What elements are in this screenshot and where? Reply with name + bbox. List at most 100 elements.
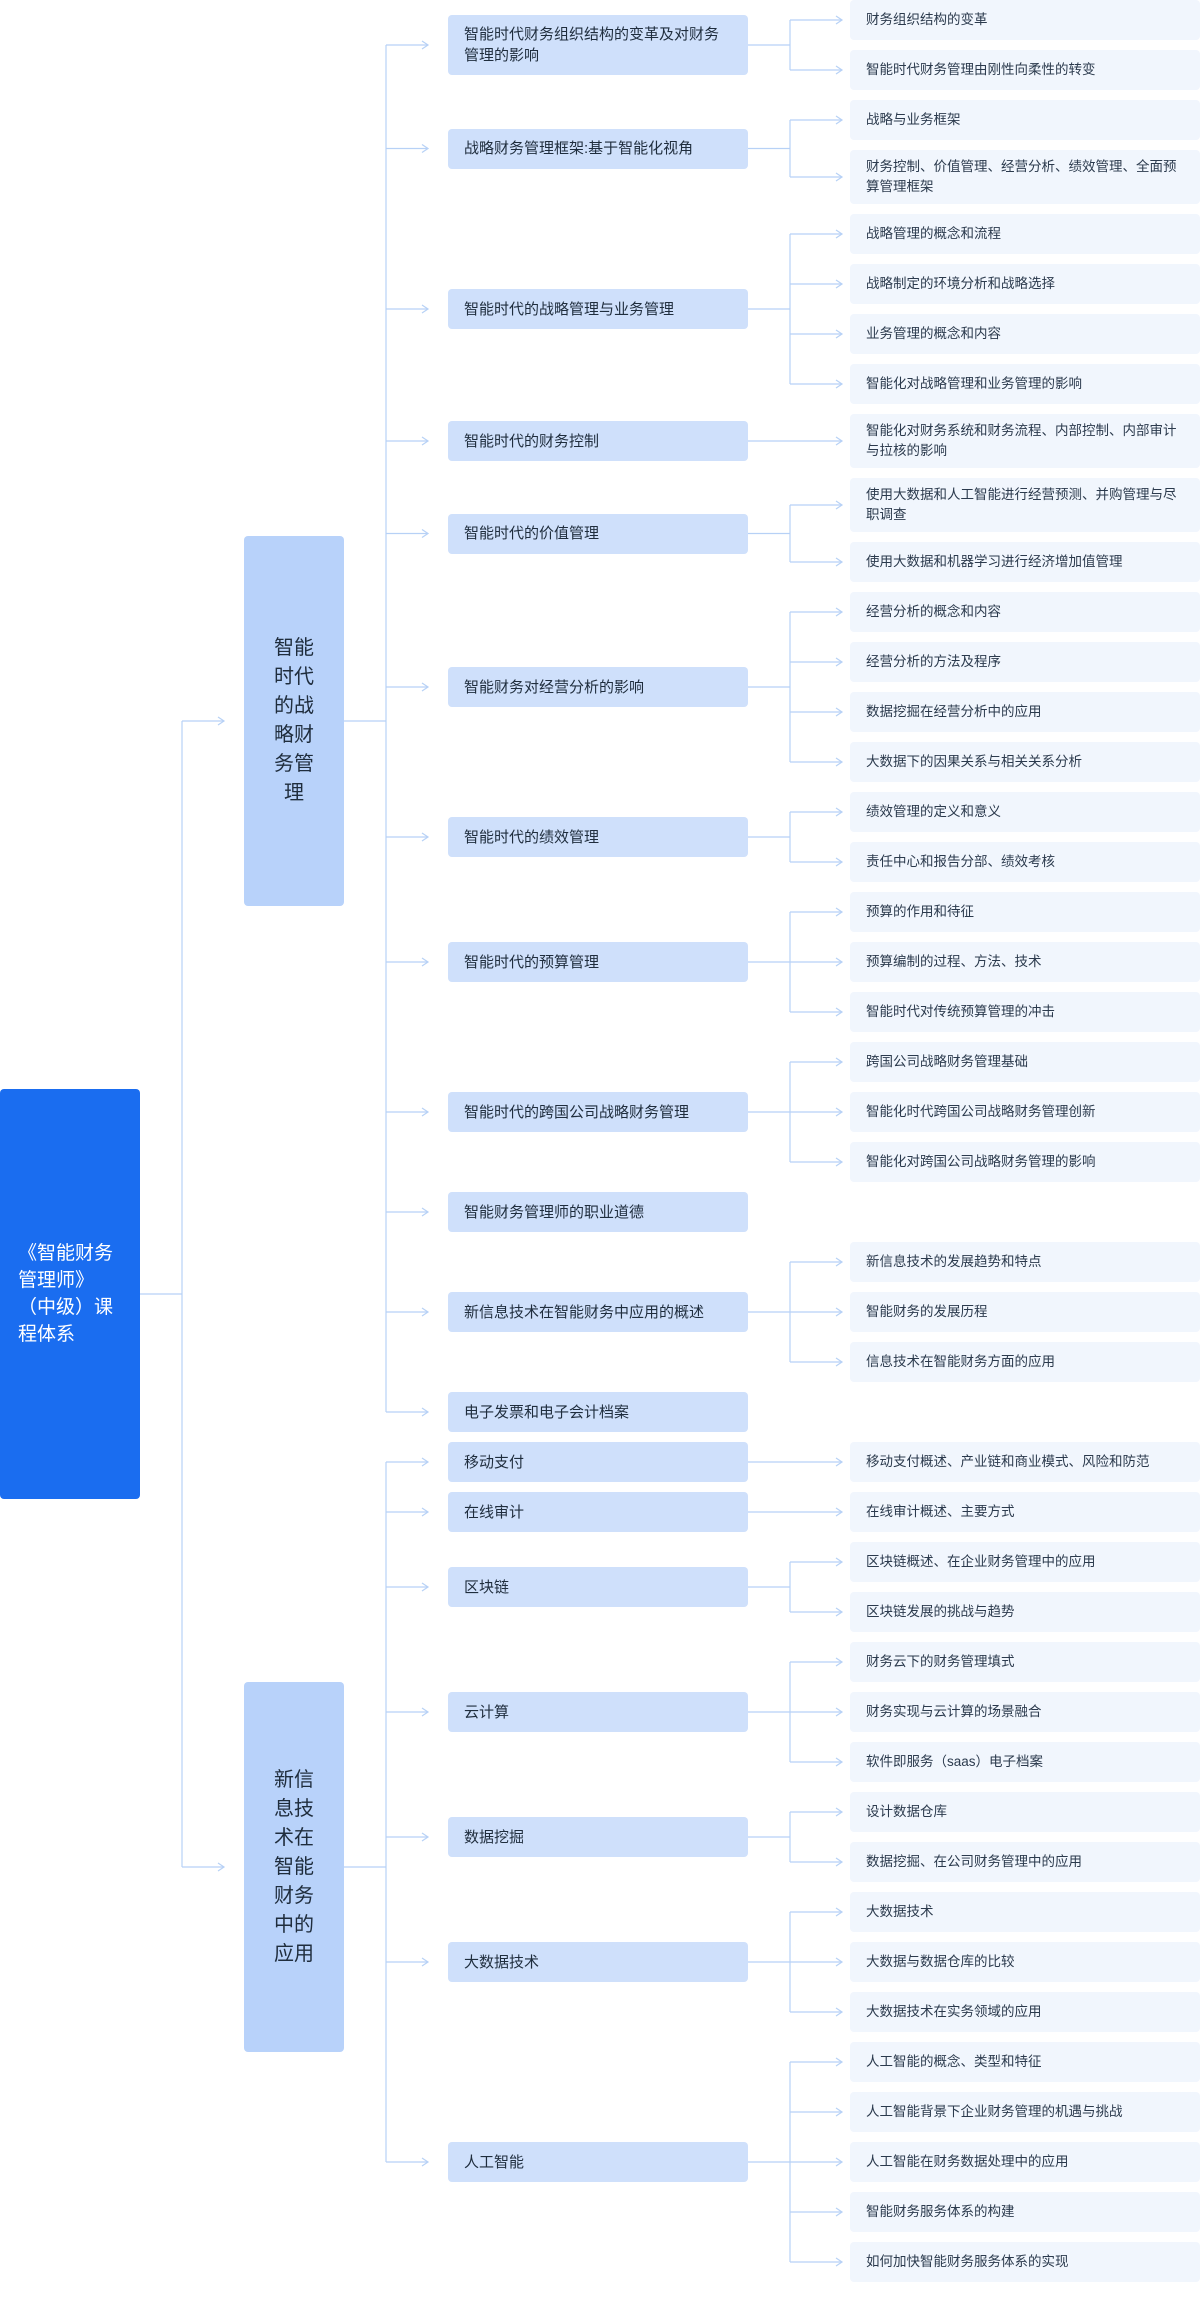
leaf-arrow (835, 279, 844, 289)
leaf-node: 跨国公司战略财务管理基础 (850, 1042, 1200, 1082)
leaf-node-label: 在线审计概述、主要方式 (866, 1504, 1015, 1519)
leaf-node-label: 信息技术在智能财务方面的应用 (866, 1354, 1055, 1369)
topic-node: 在线审计 (448, 1492, 748, 1532)
leaf-node-label: 跨国公司战略财务管理基础 (866, 1054, 1028, 1069)
leaf-node: 信息技术在智能财务方面的应用 (850, 1342, 1200, 1382)
leaf-arrow (835, 329, 844, 339)
leaf-arrow (835, 2107, 844, 2117)
topic-arrow (421, 529, 430, 538)
topic-node-label: 人工智能 (464, 2153, 525, 2171)
leaf-arrow (835, 1557, 844, 1567)
leaf-node: 使用大数据和机器学习进行经济增加值管理 (850, 542, 1200, 582)
topic-node-label: 云计算 (464, 1703, 510, 1721)
leaf-node: 财务组织结构的变革 (850, 0, 1200, 40)
topic-node: 智能时代的战略管理与业务管理 (448, 289, 748, 329)
topic-node-label: 数据挖掘 (464, 1828, 525, 1846)
leaf-node-label: 智能化时代跨国公司战略财务管理创新 (866, 1104, 1096, 1119)
leaf-arrow (835, 557, 844, 567)
leaf-arrow (835, 436, 844, 446)
topic-node: 区块链 (448, 1567, 748, 1607)
topic-node: 大数据技术 (448, 1942, 748, 1982)
leaf-arrow (835, 907, 844, 917)
leaf-node-label: 数据挖掘在经营分析中的应用 (866, 704, 1042, 719)
topic-node: 人工智能 (448, 2142, 748, 2182)
topic-node-label: 智能时代财务组织结构的变革及对财务管理的影响 (464, 26, 720, 64)
topic-node: 新信息技术在智能财务中应用的概述 (448, 1292, 748, 1332)
leaf-arrow (835, 2007, 844, 2017)
leaf-node: 数据挖掘、在公司财务管理中的应用 (850, 1842, 1200, 1882)
leaf-node: 数据挖掘在经营分析中的应用 (850, 692, 1200, 732)
topic-node-label: 在线审计 (464, 1503, 525, 1521)
leaf-node-label: 大数据下的因果关系与相关关系分析 (866, 754, 1082, 769)
topic-node-label: 智能时代的预算管理 (464, 953, 600, 971)
leaf-arrow (835, 1057, 844, 1067)
topic-node: 云计算 (448, 1692, 748, 1732)
leaf-node: 区块链概述、在企业财务管理中的应用 (850, 1542, 1200, 1582)
leaf-arrow (835, 2207, 844, 2217)
topic-node-label: 智能财务管理师的职业道德 (464, 1203, 645, 1221)
topic-arrow (421, 1207, 430, 1217)
leaf-arrow (835, 15, 844, 25)
leaf-arrow (835, 1357, 844, 1367)
leaf-node: 区块链发展的挑战与趋势 (850, 1592, 1200, 1632)
topic-node: 移动支付 (448, 1442, 748, 1482)
leaf-arrow (835, 1757, 844, 1767)
leaf-node: 智能化对战略管理和业务管理的影响 (850, 364, 1200, 404)
leaf-node: 智能时代财务管理由刚性向柔性的转变 (850, 50, 1200, 90)
leaf-node: 业务管理的概念和内容 (850, 314, 1200, 354)
topic-node-label: 电子发票和电子会计档案 (464, 1403, 630, 1421)
leaf-node-label: 使用大数据和机器学习进行经济增加值管理 (866, 554, 1123, 569)
leaf-node: 大数据与数据仓库的比较 (850, 1942, 1200, 1982)
topic-arrow (421, 1582, 430, 1592)
topic-node-label: 新信息技术在智能财务中应用的概述 (464, 1303, 705, 1321)
leaf-arrow (835, 1157, 844, 1167)
leaf-node-label: 经营分析的概念和内容 (866, 604, 1001, 619)
topic-node: 智能时代的绩效管理 (448, 817, 748, 857)
leaf-node-label: 智能财务服务体系的构建 (866, 2204, 1015, 2219)
topic-node-label: 战略财务管理框架:基于智能化视角 (464, 140, 694, 157)
leaf-node: 战略与业务框架 (850, 100, 1200, 140)
leaf-node-label: 人工智能的概念、类型和特征 (866, 2054, 1042, 2069)
topic-node: 智能时代的财务控制 (448, 421, 748, 461)
leaf-arrow (835, 2257, 844, 2267)
leaf-arrow (835, 1607, 844, 1617)
topic-node-label: 区块链 (464, 1578, 510, 1596)
topic-arrow (421, 1107, 430, 1117)
leaf-node: 战略管理的概念和流程 (850, 214, 1200, 254)
leaf-arrow (835, 1707, 844, 1717)
leaf-arrow (835, 1257, 844, 1267)
leaf-arrow (835, 1957, 844, 1967)
leaf-node-label: 区块链概述、在企业财务管理中的应用 (866, 1554, 1096, 1569)
topic-arrow (421, 304, 430, 314)
branch-node: 智能时代的战略财务管理 (244, 536, 344, 906)
leaf-arrow (835, 172, 844, 182)
leaf-node-label: 战略与业务框架 (866, 112, 961, 127)
leaf-node-label: 绩效管理的定义和意义 (866, 804, 1001, 819)
leaf-node-label: 经营分析的方法及程序 (866, 654, 1001, 669)
leaf-arrow (835, 1507, 844, 1517)
leaf-node-label: 人工智能背景下企业财务管理的机遇与挑战 (866, 2104, 1123, 2119)
leaf-node-label: 新信息技术的发展趋势和特点 (866, 1254, 1042, 1269)
leaf-node-label: 使用大数据和人工智能进行经营预测、并购管理与尽职调查 (866, 487, 1177, 522)
leaf-arrow (835, 857, 844, 867)
leaf-node: 如何加快智能财务服务体系的实现 (850, 2242, 1200, 2282)
topic-arrow (421, 682, 430, 692)
leaf-node-label: 战略制定的环境分析和战略选择 (866, 276, 1055, 291)
topic-node: 战略财务管理框架:基于智能化视角 (448, 128, 748, 169)
leaf-arrow (835, 115, 844, 125)
leaf-node: 人工智能的概念、类型和特征 (850, 2042, 1200, 2082)
leaf-node: 战略制定的环境分析和战略选择 (850, 264, 1200, 304)
topic-node: 智能财务对经营分析的影响 (448, 667, 748, 707)
leaf-node: 软件即服务（saas）电子档案 (850, 1742, 1200, 1782)
leaf-node: 在线审计概述、主要方式 (850, 1492, 1200, 1532)
leaf-node: 人工智能背景下企业财务管理的机遇与挑战 (850, 2092, 1200, 2132)
leaf-node: 经营分析的概念和内容 (850, 592, 1200, 632)
leaf-node: 预算的作用和待征 (850, 892, 1200, 932)
leaf-arrow (835, 229, 844, 239)
branch-arrow (217, 1862, 226, 1872)
topic-arrow (421, 2157, 430, 2167)
leaf-arrow (835, 1807, 844, 1817)
leaf-node-label: 智能时代对传统预算管理的冲击 (866, 1004, 1055, 1019)
leaf-arrow (835, 2057, 844, 2067)
leaf-node-label: 人工智能在财务数据处理中的应用 (866, 2154, 1069, 2169)
